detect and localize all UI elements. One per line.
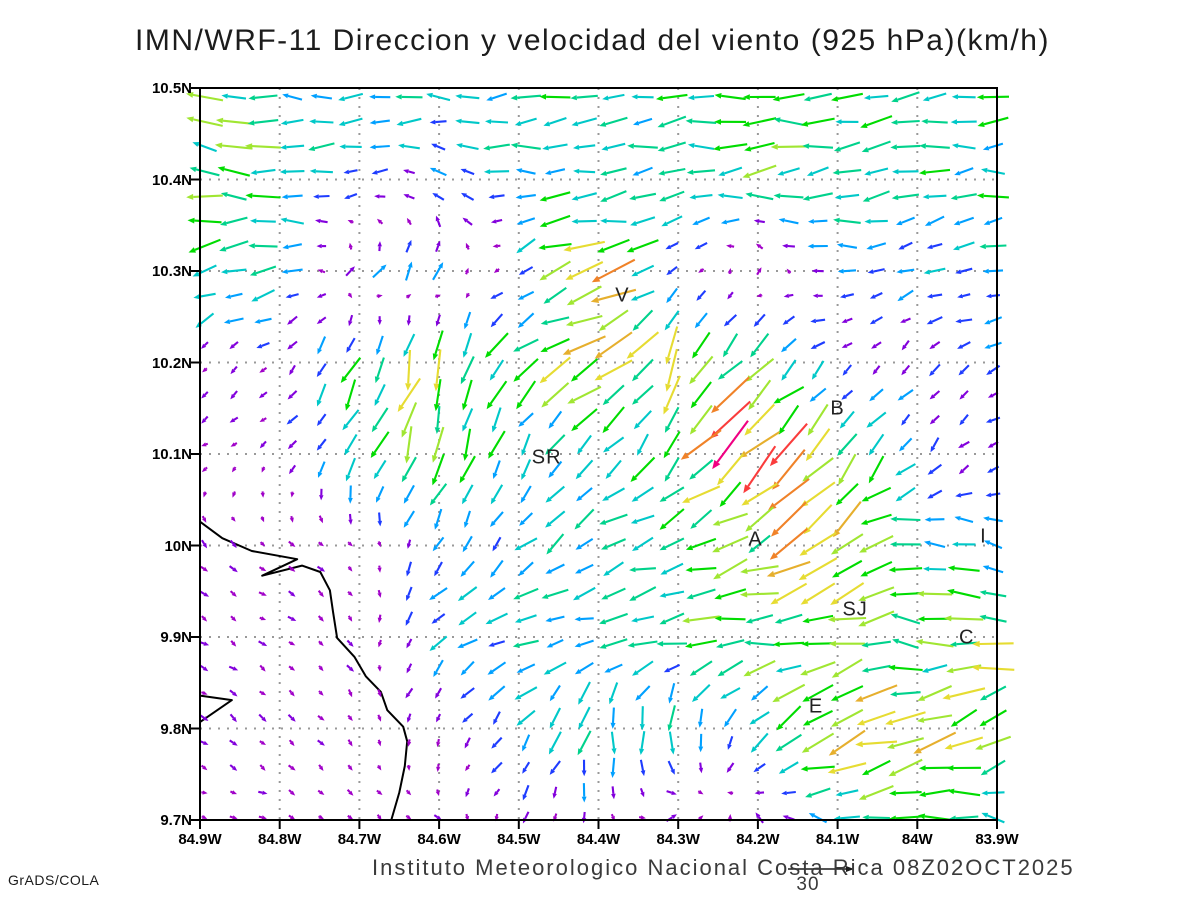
lon-tick-label: 84.2W xyxy=(736,831,780,848)
station-label-e: E xyxy=(808,695,824,718)
lon-tick-label: 84W xyxy=(901,831,933,848)
lon-tick-label: 84.4W xyxy=(576,831,621,848)
reference-vector-arrow xyxy=(788,866,854,872)
lat-tick-label: 10N xyxy=(164,537,192,555)
station-label-b: B xyxy=(830,397,845,420)
station-label-a: A xyxy=(748,528,763,551)
coastline xyxy=(199,520,409,821)
lon-tick-label: 84.8W xyxy=(258,831,302,848)
lon-tick-label: 84.1W xyxy=(815,831,860,848)
grads-credit: GrADS/COLA xyxy=(8,872,100,888)
lat-tick-label: 10.3N xyxy=(151,263,192,280)
lon-tick-label: 83.9W xyxy=(975,831,1019,848)
coastline xyxy=(199,694,233,723)
lat-tick-label: 9.8N xyxy=(160,720,192,738)
station-label-i: I xyxy=(980,525,987,548)
footer-caption: Instituto Meteorologico Nacional Costa R… xyxy=(372,855,1075,880)
lat-tick-label: 10.4N xyxy=(151,171,192,189)
lon-tick-label: 84.9W xyxy=(178,831,222,848)
lat-tick-label: 9.7N xyxy=(160,812,192,829)
chart-title: IMN/WRF-11 Direccion y velocidad del vie… xyxy=(135,24,1050,57)
station-label-sr: SR xyxy=(531,445,562,468)
station-label-c: C xyxy=(958,626,975,649)
lat-tick-label: 10.5N xyxy=(151,80,192,97)
lat-tick-label: 10.2N xyxy=(151,354,192,372)
lon-tick-label: 84.6W xyxy=(417,831,461,848)
station-label-v: V xyxy=(615,283,630,306)
lat-tick-label: 10.1N xyxy=(151,446,192,463)
lon-tick-label: 84.7W xyxy=(337,831,382,848)
reference-vector-label: 30 xyxy=(796,874,820,895)
wind-vector-field xyxy=(186,91,1015,824)
lon-tick-label: 84.5W xyxy=(497,831,541,848)
lon-tick-label: 84.3W xyxy=(656,831,700,848)
station-label-sj: SJ xyxy=(842,598,868,621)
lat-tick-label: 9.9N xyxy=(160,629,192,646)
